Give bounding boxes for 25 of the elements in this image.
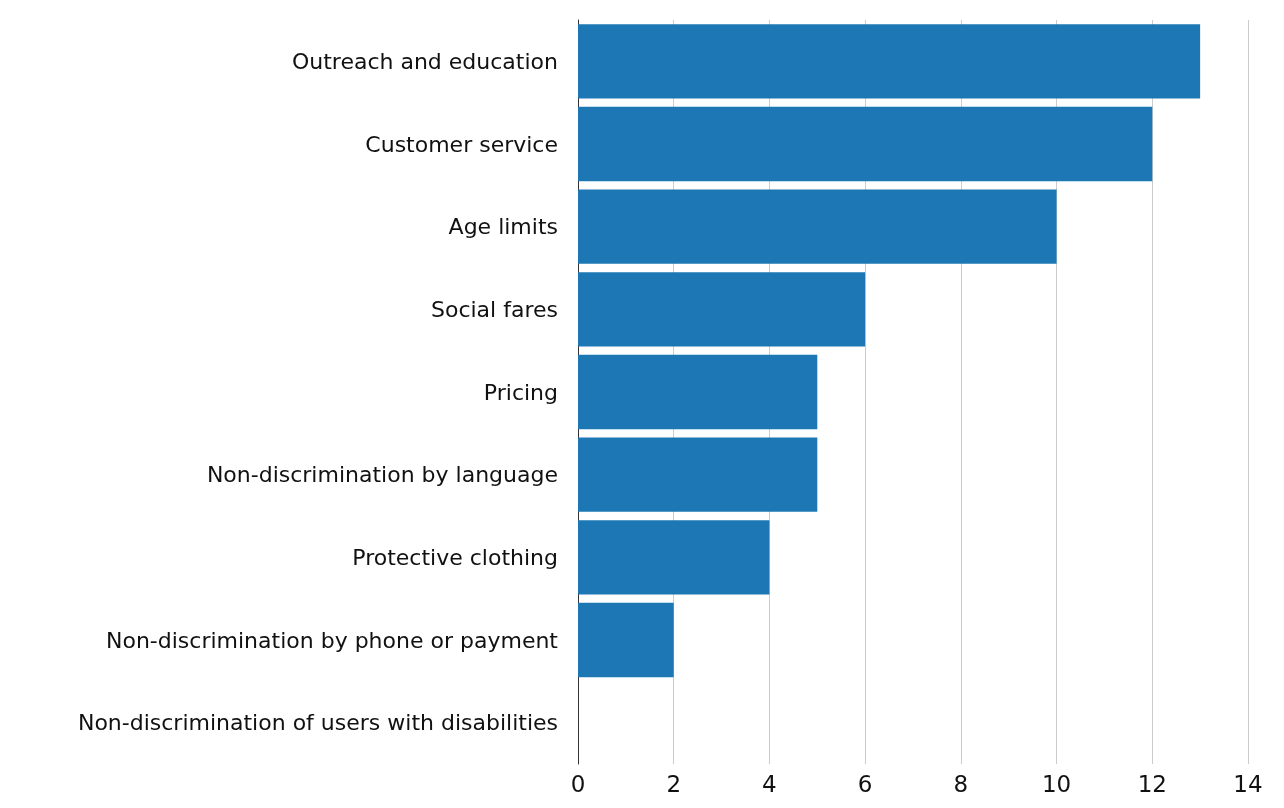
y-tick-label: Non-discrimination of users with disabilities: [77, 710, 558, 736]
x-tick-label: 10: [1041, 770, 1072, 797]
y-tick-label: Age limits: [448, 214, 558, 240]
bar: [578, 437, 818, 512]
y-tick-label: Outreach and education: [291, 48, 558, 74]
x-tick-label: 0: [570, 770, 586, 797]
x-tick-label: 14: [1233, 770, 1263, 797]
bar: [578, 106, 1153, 182]
x-tick-label: 4: [762, 770, 777, 797]
x-tick-label: 8: [953, 770, 969, 797]
bar: [578, 520, 770, 595]
y-tick-label: Non-discrimination by language: [206, 462, 558, 488]
bar: [578, 24, 1201, 99]
bar: [578, 272, 866, 347]
y-tick-label: Protective clothing: [352, 544, 558, 570]
y-tick-label: Customer service: [365, 131, 558, 157]
y-tick-label: Non-discrimination by phone or payment: [105, 627, 559, 653]
bar: [578, 602, 674, 678]
x-tick-label: 2: [666, 770, 682, 797]
x-tick-label: 12: [1137, 770, 1167, 797]
x-tick-label: 6: [857, 770, 873, 797]
bar: [578, 354, 818, 430]
y-tick-label: Social fares: [430, 296, 558, 322]
y-tick-label: Pricing: [483, 379, 558, 405]
bar: [578, 189, 1057, 264]
